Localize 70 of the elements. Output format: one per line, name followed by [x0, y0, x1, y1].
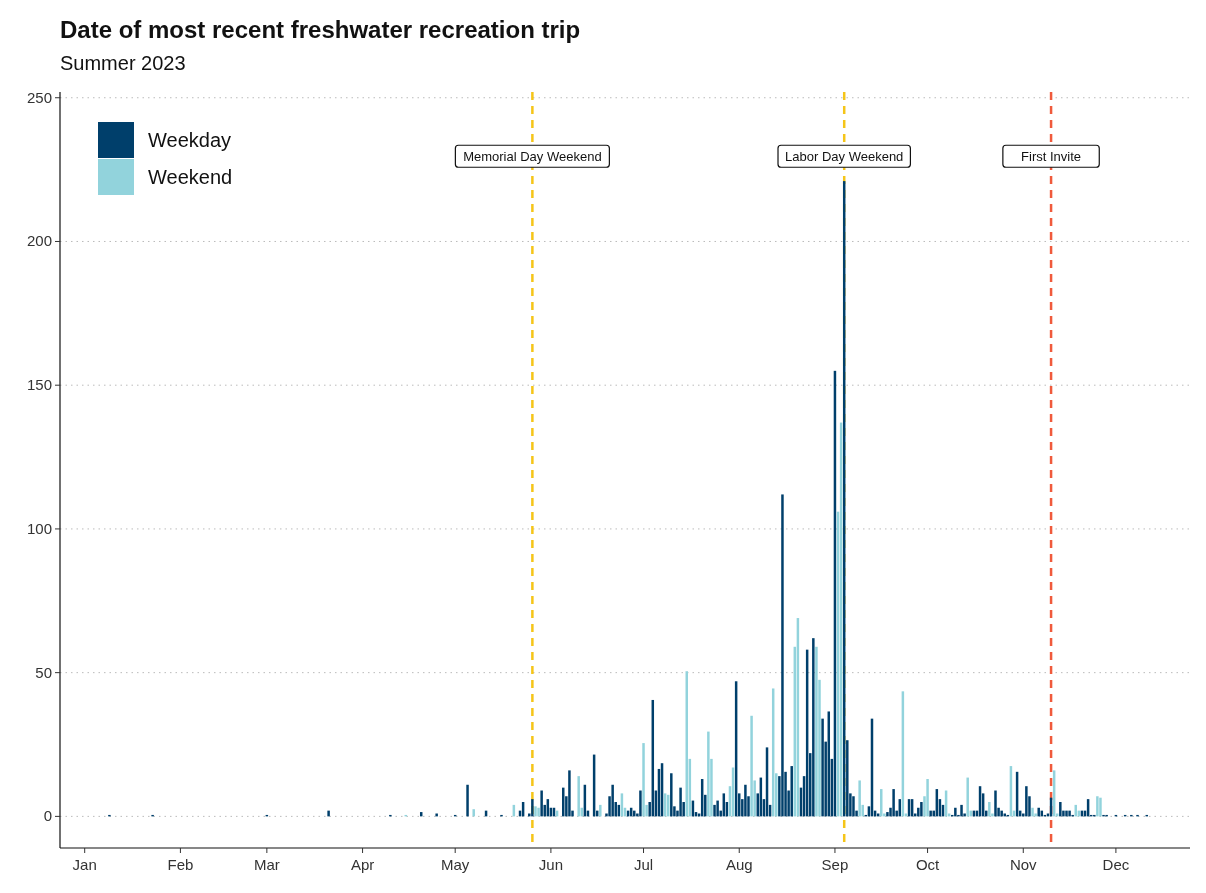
- x-tick-label: May: [441, 856, 470, 873]
- bar: [926, 779, 929, 817]
- bar: [1068, 810, 1071, 817]
- x-tick-label: Feb: [167, 856, 194, 873]
- bar: [327, 810, 330, 817]
- x-tick-label: Apr: [350, 856, 375, 873]
- y-tick-label: 100: [26, 519, 52, 537]
- bar: [960, 804, 963, 817]
- legend-label: Weekday: [148, 129, 232, 151]
- x-tick-label: Dec: [1102, 856, 1130, 873]
- bar: [892, 789, 895, 817]
- bar: [534, 806, 537, 817]
- bar: [815, 646, 818, 817]
- bar: [577, 776, 580, 817]
- bar: [880, 789, 883, 817]
- bar: [611, 784, 614, 817]
- bar: [966, 777, 969, 817]
- y-tick-label: 200: [26, 232, 52, 250]
- bar: [713, 804, 716, 817]
- bar: [858, 780, 861, 817]
- bar: [639, 790, 642, 817]
- bar: [670, 773, 673, 817]
- x-tick-label: Jan: [72, 856, 97, 873]
- bar: [988, 802, 991, 817]
- ref-line-label: Memorial Day Weekend: [463, 149, 602, 165]
- x-tick-label: Jun: [538, 856, 563, 873]
- bar: [537, 807, 540, 817]
- bar: [994, 790, 997, 817]
- x-tick-label: Nov: [1009, 856, 1038, 873]
- bar: [744, 784, 747, 817]
- bar: [812, 638, 815, 817]
- legend-label: Weekend: [148, 166, 233, 188]
- x-tick-label: Aug: [725, 856, 753, 873]
- y-tick-label: 250: [26, 88, 52, 106]
- bar: [929, 810, 932, 817]
- bar: [679, 787, 682, 817]
- bar: [540, 790, 543, 817]
- bar: [821, 718, 824, 817]
- bar: [1096, 796, 1099, 817]
- y-tick-label: 50: [35, 663, 52, 681]
- x-tick-label: Oct: [915, 856, 941, 873]
- bar: [531, 799, 534, 817]
- chart-subtitle: Summer 2023: [60, 52, 186, 74]
- bar: [750, 715, 753, 817]
- bar: [707, 731, 710, 817]
- bar: [920, 802, 923, 817]
- bar: [1065, 810, 1068, 817]
- chart-title: Date of most recent freshwater recreation trip: [60, 16, 581, 43]
- bar: [466, 784, 469, 817]
- bar: [472, 809, 475, 817]
- bar: [1025, 786, 1028, 817]
- y-tick-label: 150: [26, 376, 52, 394]
- ref-line-label: Labor Day Weekend: [785, 149, 904, 165]
- bar: [1037, 807, 1040, 817]
- bar: [790, 766, 793, 817]
- bar: [568, 770, 571, 817]
- bar: [1059, 802, 1062, 817]
- bar: [1099, 797, 1102, 817]
- bar: [852, 796, 855, 817]
- bar: [642, 743, 645, 817]
- y-tick-label: 0: [43, 807, 52, 825]
- x-tick-label: Sep: [821, 856, 849, 873]
- x-tick-label: Jul: [633, 856, 654, 873]
- ref-line-label: First Invite: [1021, 149, 1082, 165]
- bar: [599, 804, 602, 817]
- bar: [1031, 807, 1034, 817]
- bar: [781, 494, 784, 817]
- bar: [954, 807, 957, 817]
- bar: [716, 800, 719, 817]
- x-tick-label: Mar: [253, 856, 280, 873]
